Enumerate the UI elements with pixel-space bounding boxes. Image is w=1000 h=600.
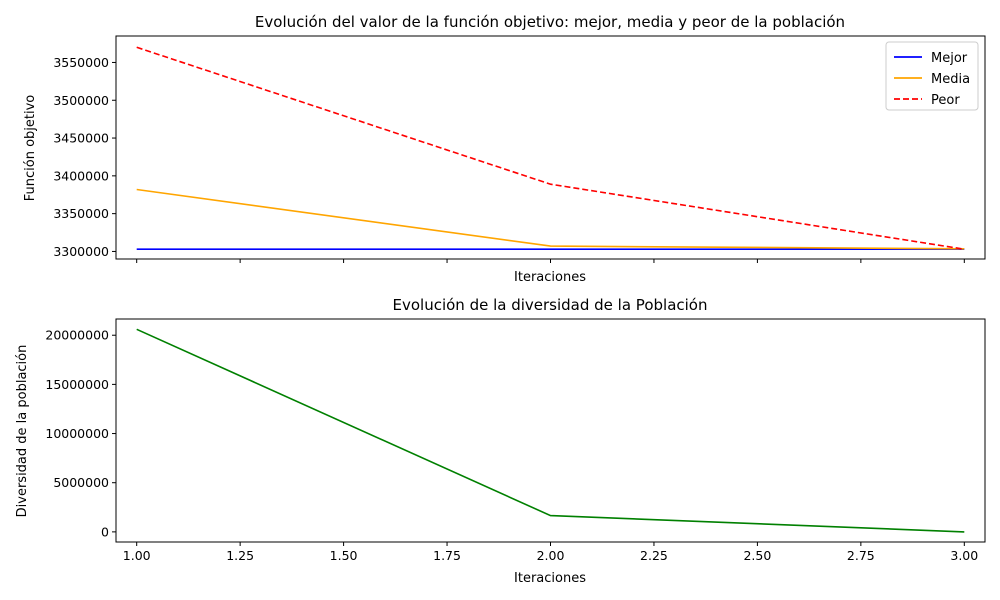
x-axis-label: Iteraciones <box>514 270 586 285</box>
x-tick-label: 2.75 <box>847 548 875 563</box>
x-tick-label: 1.50 <box>330 548 358 563</box>
x-tick-label: 3.00 <box>950 548 978 563</box>
objective-function-chart: Evolución del valor de la función objeti… <box>23 13 986 285</box>
series-line-peor <box>136 46 965 250</box>
y-axis-label: Diversidad de la población <box>15 345 30 518</box>
series-line-media <box>136 188 965 250</box>
series-line-0 <box>136 328 965 533</box>
legend-label: Peor <box>931 93 960 108</box>
y-tick-label: 15000000 <box>45 377 109 392</box>
y-tick-label: 3300000 <box>53 244 109 259</box>
y-tick-label: 10000000 <box>45 426 109 441</box>
chart-title: Evolución de la diversidad de la Poblaci… <box>393 296 708 314</box>
axes-frame <box>115 318 986 543</box>
x-axis-label: Iteraciones <box>514 571 586 586</box>
axes-frame <box>115 35 986 260</box>
y-tick-label: 5000000 <box>53 475 109 490</box>
plot-area: 3300000 3350000 3400000 3450000 3500000 35500… <box>53 35 986 263</box>
x-tick-label: 1.25 <box>226 548 254 563</box>
legend-box <box>885 41 979 111</box>
y-tick-label: 3550000 <box>53 55 109 70</box>
y-axis-label: Función objetivo <box>23 95 38 202</box>
plot-area: 0 5000000 10000000 15000000 20000000 1.00 1.25… <box>45 318 986 563</box>
x-tick-label: 1.75 <box>433 548 461 563</box>
legend-label: Mejor <box>931 51 968 66</box>
x-tick-label: 2.50 <box>743 548 771 563</box>
y-tick-label: 0 <box>101 524 109 539</box>
y-tick-label: 3350000 <box>53 206 109 221</box>
x-tick-label: 2.00 <box>537 548 565 563</box>
x-tick-label: 1.00 <box>123 548 151 563</box>
y-tick-label: 3450000 <box>53 131 109 146</box>
y-tick-label: 3500000 <box>53 93 109 108</box>
diversity-chart: Evolución de la diversidad de la Poblaci… <box>15 296 986 586</box>
y-tick-label: 3400000 <box>53 168 109 183</box>
legend-label: Media <box>931 72 970 87</box>
y-tick-label: 20000000 <box>45 328 109 343</box>
x-tick-label: 2.25 <box>640 548 668 563</box>
chart-title: Evolución del valor de la función objeti… <box>255 13 845 31</box>
